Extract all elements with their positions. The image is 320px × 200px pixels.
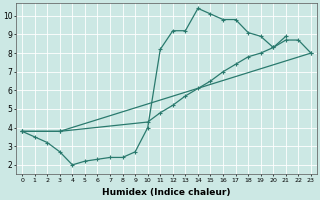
X-axis label: Humidex (Indice chaleur): Humidex (Indice chaleur) — [102, 188, 231, 197]
